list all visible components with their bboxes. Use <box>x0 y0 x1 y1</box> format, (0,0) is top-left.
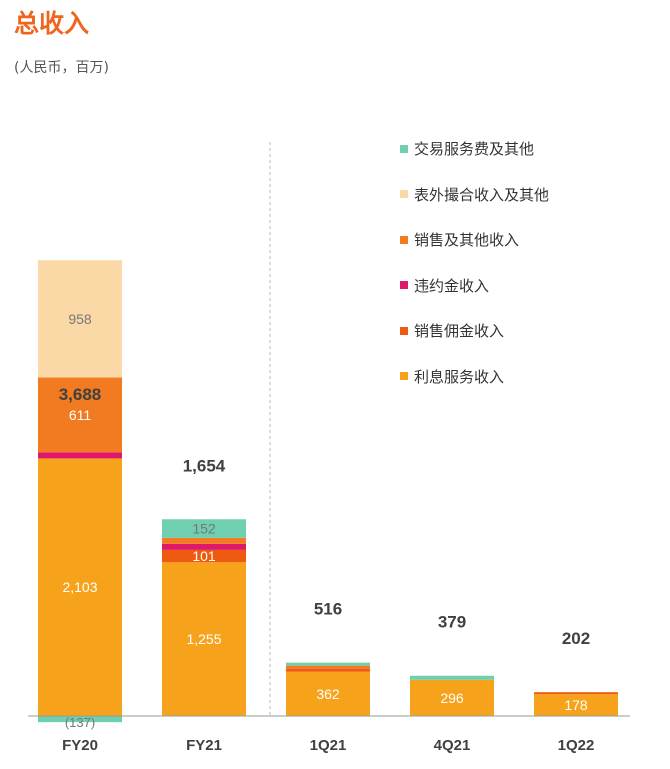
bar-value-label: 2,103 <box>62 579 97 595</box>
bar-value-label: 362 <box>316 686 340 702</box>
bar-segment-1Q21-s0 <box>286 671 370 716</box>
bar-segment-FY20-s0 <box>38 458 122 716</box>
legend-label: 表外撮合收入及其他 <box>414 185 550 204</box>
bar-segment-1Q21-s5 <box>286 662 370 666</box>
legend-label: 违约金收入 <box>414 276 490 295</box>
chart-subtitle: (人民币，百万) <box>14 60 109 76</box>
bar-segment-4Q21-s0 <box>410 679 494 716</box>
legend-swatch <box>400 281 408 290</box>
bar-value-label: 611 <box>69 407 92 423</box>
chart-title: 总收入 <box>14 9 90 38</box>
bar-segment-FY20-s3 <box>38 377 122 453</box>
legend-item: 违约金收入 <box>400 263 549 309</box>
legend-swatch <box>400 326 408 335</box>
bar-total-label: 202 <box>562 629 590 648</box>
legend-swatch <box>400 144 408 153</box>
bar-segment-FY20-s5 <box>38 716 122 723</box>
legend-item: 交易服务费及其他 <box>400 126 549 172</box>
legend-swatch <box>400 235 408 244</box>
legend-swatch <box>400 190 408 199</box>
bar-segment-1Q21-s3 <box>286 665 370 669</box>
x-tick-label: 4Q21 <box>434 737 471 754</box>
legend-item: 销售及其他收入 <box>400 217 549 263</box>
x-tick-label: 1Q22 <box>558 737 595 754</box>
bar-segment-FY21-s3 <box>162 537 246 544</box>
bar-value-label: 296 <box>440 690 464 706</box>
bar-value-label: 178 <box>564 697 588 713</box>
bar-segment-1Q22-s1 <box>534 692 618 695</box>
bar-segment-FY21-s0 <box>162 562 246 716</box>
legend-label: 交易服务费及其他 <box>414 140 535 159</box>
legend-swatch <box>400 372 408 381</box>
bar-segment-FY20-s4 <box>38 260 122 378</box>
bar-total-label: 1,654 <box>183 456 226 475</box>
x-tick-label: 1Q21 <box>310 737 347 754</box>
bar-total-label: 516 <box>314 600 342 619</box>
bar-segment-FY21-s2 <box>162 543 246 550</box>
x-tick-label: FY20 <box>62 737 98 754</box>
bar-total-label: 379 <box>438 613 466 632</box>
bar-total-label: 3,688 <box>59 385 102 404</box>
legend: 交易服务费及其他 表外撮合收入及其他 销售及其他收入 违约金收入销售佣金收入 利息服务收… <box>400 126 549 399</box>
bar-segment-1Q21-s1 <box>286 668 370 672</box>
legend-label: 销售及其他收入 <box>414 231 520 250</box>
bar-segment-FY21-s1 <box>162 549 246 563</box>
bar-segment-FY20-s2 <box>38 452 122 459</box>
bar-value-label: (137) <box>65 715 95 730</box>
legend-label: 利息服务收入 <box>414 367 505 386</box>
bar-value-label: 1,255 <box>186 631 221 647</box>
legend-label: 销售佣金收入 <box>414 322 505 341</box>
bar-value-label: 958 <box>68 311 92 327</box>
bar-value-label: 101 <box>192 548 216 564</box>
bar-value-label: 152 <box>192 521 216 537</box>
bar-segment-4Q21-s5 <box>410 675 494 680</box>
bar-segment-1Q22-s0 <box>534 694 618 716</box>
legend-item: 利息服务收入 <box>400 354 549 400</box>
x-tick-label: FY21 <box>186 737 222 754</box>
legend-item: 销售佣金收入 <box>400 308 549 354</box>
bar-segment-FY21-s5 <box>162 519 246 538</box>
legend-item: 表外撮合收入及其他 <box>400 172 549 218</box>
